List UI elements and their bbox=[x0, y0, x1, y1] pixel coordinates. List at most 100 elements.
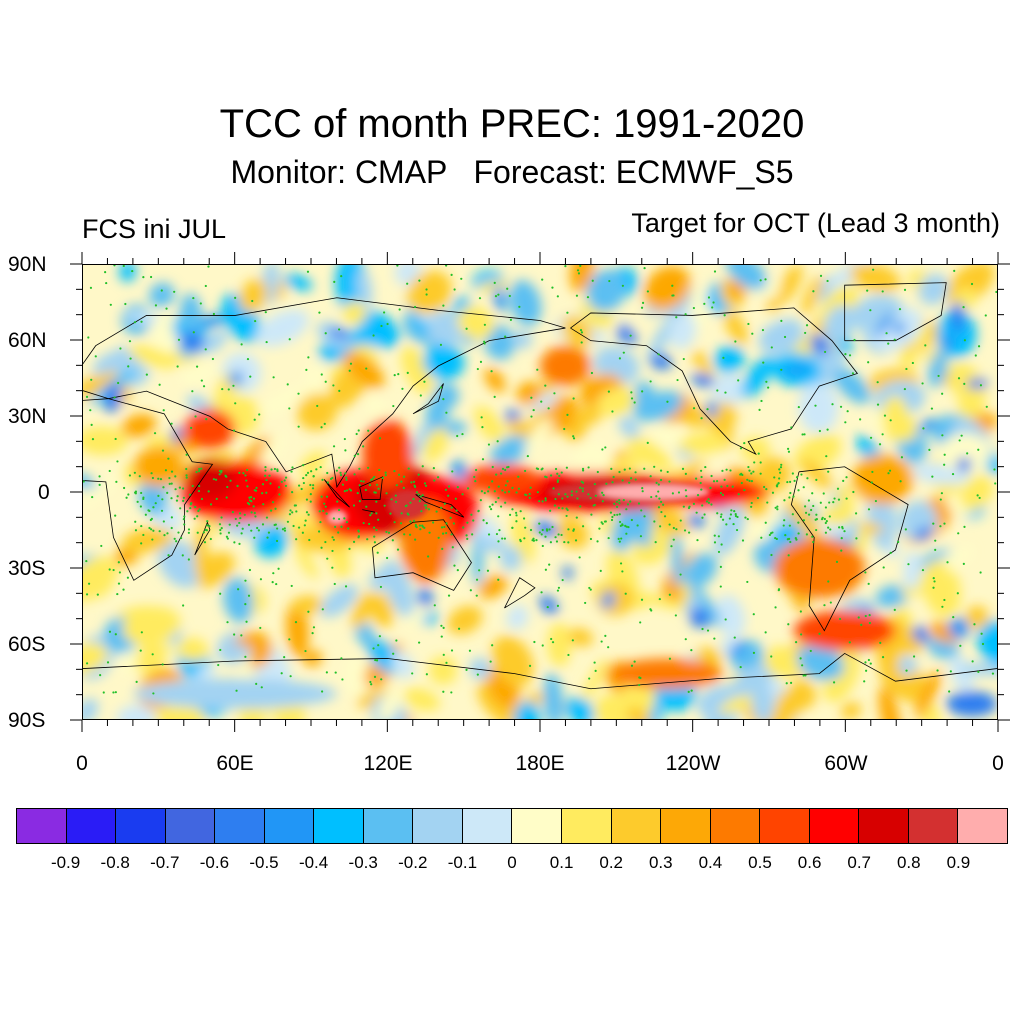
significance-dot bbox=[506, 480, 509, 483]
significance-dot bbox=[252, 497, 256, 500]
field-patch bbox=[357, 310, 400, 349]
significance-dot bbox=[273, 467, 277, 471]
significance-dot bbox=[277, 567, 280, 570]
significance-dot bbox=[956, 592, 959, 595]
significance-dot bbox=[108, 630, 112, 633]
significance-dot bbox=[468, 649, 472, 652]
significance-dot bbox=[980, 632, 983, 635]
significance-dot bbox=[618, 499, 621, 502]
field-patch bbox=[841, 701, 862, 719]
significance-dot bbox=[335, 469, 338, 472]
significance-dot bbox=[695, 511, 698, 514]
significance-dot bbox=[152, 692, 155, 695]
significance-dot bbox=[657, 483, 660, 486]
significance-dot bbox=[470, 513, 473, 516]
significance-dot bbox=[517, 475, 520, 478]
field-patch bbox=[689, 607, 710, 629]
significance-dot bbox=[751, 332, 754, 335]
lat-label: 60S bbox=[8, 633, 46, 656]
significance-dot bbox=[295, 510, 298, 513]
significance-dot bbox=[788, 524, 791, 527]
significance-dot bbox=[362, 521, 365, 525]
significance-dot bbox=[618, 470, 621, 474]
significance-dot bbox=[544, 475, 547, 478]
significance-dot bbox=[373, 541, 376, 544]
field-patch bbox=[180, 331, 204, 353]
significance-dot bbox=[117, 381, 120, 385]
significance-dot bbox=[345, 489, 349, 492]
significance-dot bbox=[687, 690, 690, 693]
significance-dot bbox=[553, 504, 556, 507]
significance-dot bbox=[500, 472, 503, 475]
significance-dot bbox=[421, 494, 424, 497]
significance-dot bbox=[889, 551, 892, 554]
field-patch bbox=[800, 458, 833, 489]
field-patch bbox=[793, 610, 896, 651]
significance-dot bbox=[905, 367, 908, 371]
significance-dot bbox=[866, 289, 869, 292]
significance-dot bbox=[308, 538, 311, 542]
significance-dot bbox=[385, 530, 388, 534]
significance-dot bbox=[622, 498, 625, 502]
significance-dot bbox=[192, 331, 195, 334]
significance-dot bbox=[710, 503, 713, 506]
significance-dot bbox=[764, 631, 767, 634]
significance-dot bbox=[876, 381, 879, 384]
field-patch bbox=[391, 652, 415, 679]
significance-dot bbox=[591, 279, 594, 282]
significance-dot bbox=[437, 536, 440, 539]
significance-dot bbox=[393, 521, 396, 524]
significance-dot bbox=[475, 594, 478, 597]
significance-dot bbox=[198, 467, 201, 471]
field-patch bbox=[878, 686, 901, 719]
significance-dot bbox=[825, 455, 828, 458]
significance-dot bbox=[368, 483, 372, 487]
significance-dot bbox=[611, 410, 614, 413]
significance-dot bbox=[903, 288, 907, 291]
field-patch bbox=[128, 344, 178, 369]
significance-dot bbox=[384, 474, 387, 477]
lon-label: 0 bbox=[992, 752, 1004, 775]
significance-dot bbox=[157, 477, 160, 480]
significance-dot bbox=[271, 581, 274, 584]
significance-dot bbox=[247, 594, 251, 597]
significance-dot bbox=[425, 507, 428, 510]
significance-dot bbox=[321, 478, 324, 481]
significance-dot bbox=[839, 405, 843, 408]
significance-dot bbox=[477, 509, 480, 512]
significance-dot bbox=[793, 479, 796, 482]
significance-dot bbox=[182, 604, 185, 607]
significance-dot bbox=[264, 311, 267, 314]
significance-dot bbox=[138, 475, 141, 478]
significance-dot bbox=[504, 491, 507, 494]
significance-dot bbox=[548, 563, 551, 566]
significance-dot bbox=[228, 523, 231, 526]
field-patch bbox=[175, 637, 209, 662]
significance-dot bbox=[261, 483, 265, 486]
field-patch bbox=[882, 395, 909, 442]
significance-dot bbox=[294, 621, 298, 624]
significance-dot bbox=[291, 466, 294, 469]
significance-dot bbox=[670, 545, 673, 548]
significance-dot bbox=[659, 469, 663, 472]
significance-dot bbox=[668, 657, 672, 660]
significance-dot bbox=[815, 478, 818, 481]
significance-dot bbox=[273, 523, 276, 527]
field-patch bbox=[800, 275, 824, 316]
significance-dot bbox=[800, 473, 803, 476]
significance-dot bbox=[242, 472, 245, 475]
significance-dot bbox=[114, 514, 117, 517]
significance-dot bbox=[556, 589, 560, 592]
significance-dot bbox=[658, 497, 661, 500]
significance-dot bbox=[211, 357, 215, 361]
significance-dot bbox=[377, 518, 380, 521]
coastline bbox=[790, 466, 909, 632]
significance-dot bbox=[300, 487, 303, 491]
coastline bbox=[359, 476, 384, 500]
significance-dot bbox=[396, 548, 400, 551]
significance-dot bbox=[405, 504, 408, 507]
significance-dot bbox=[815, 528, 818, 532]
significance-dot bbox=[556, 604, 560, 607]
significance-dot bbox=[783, 519, 786, 522]
significance-dot bbox=[618, 540, 621, 543]
